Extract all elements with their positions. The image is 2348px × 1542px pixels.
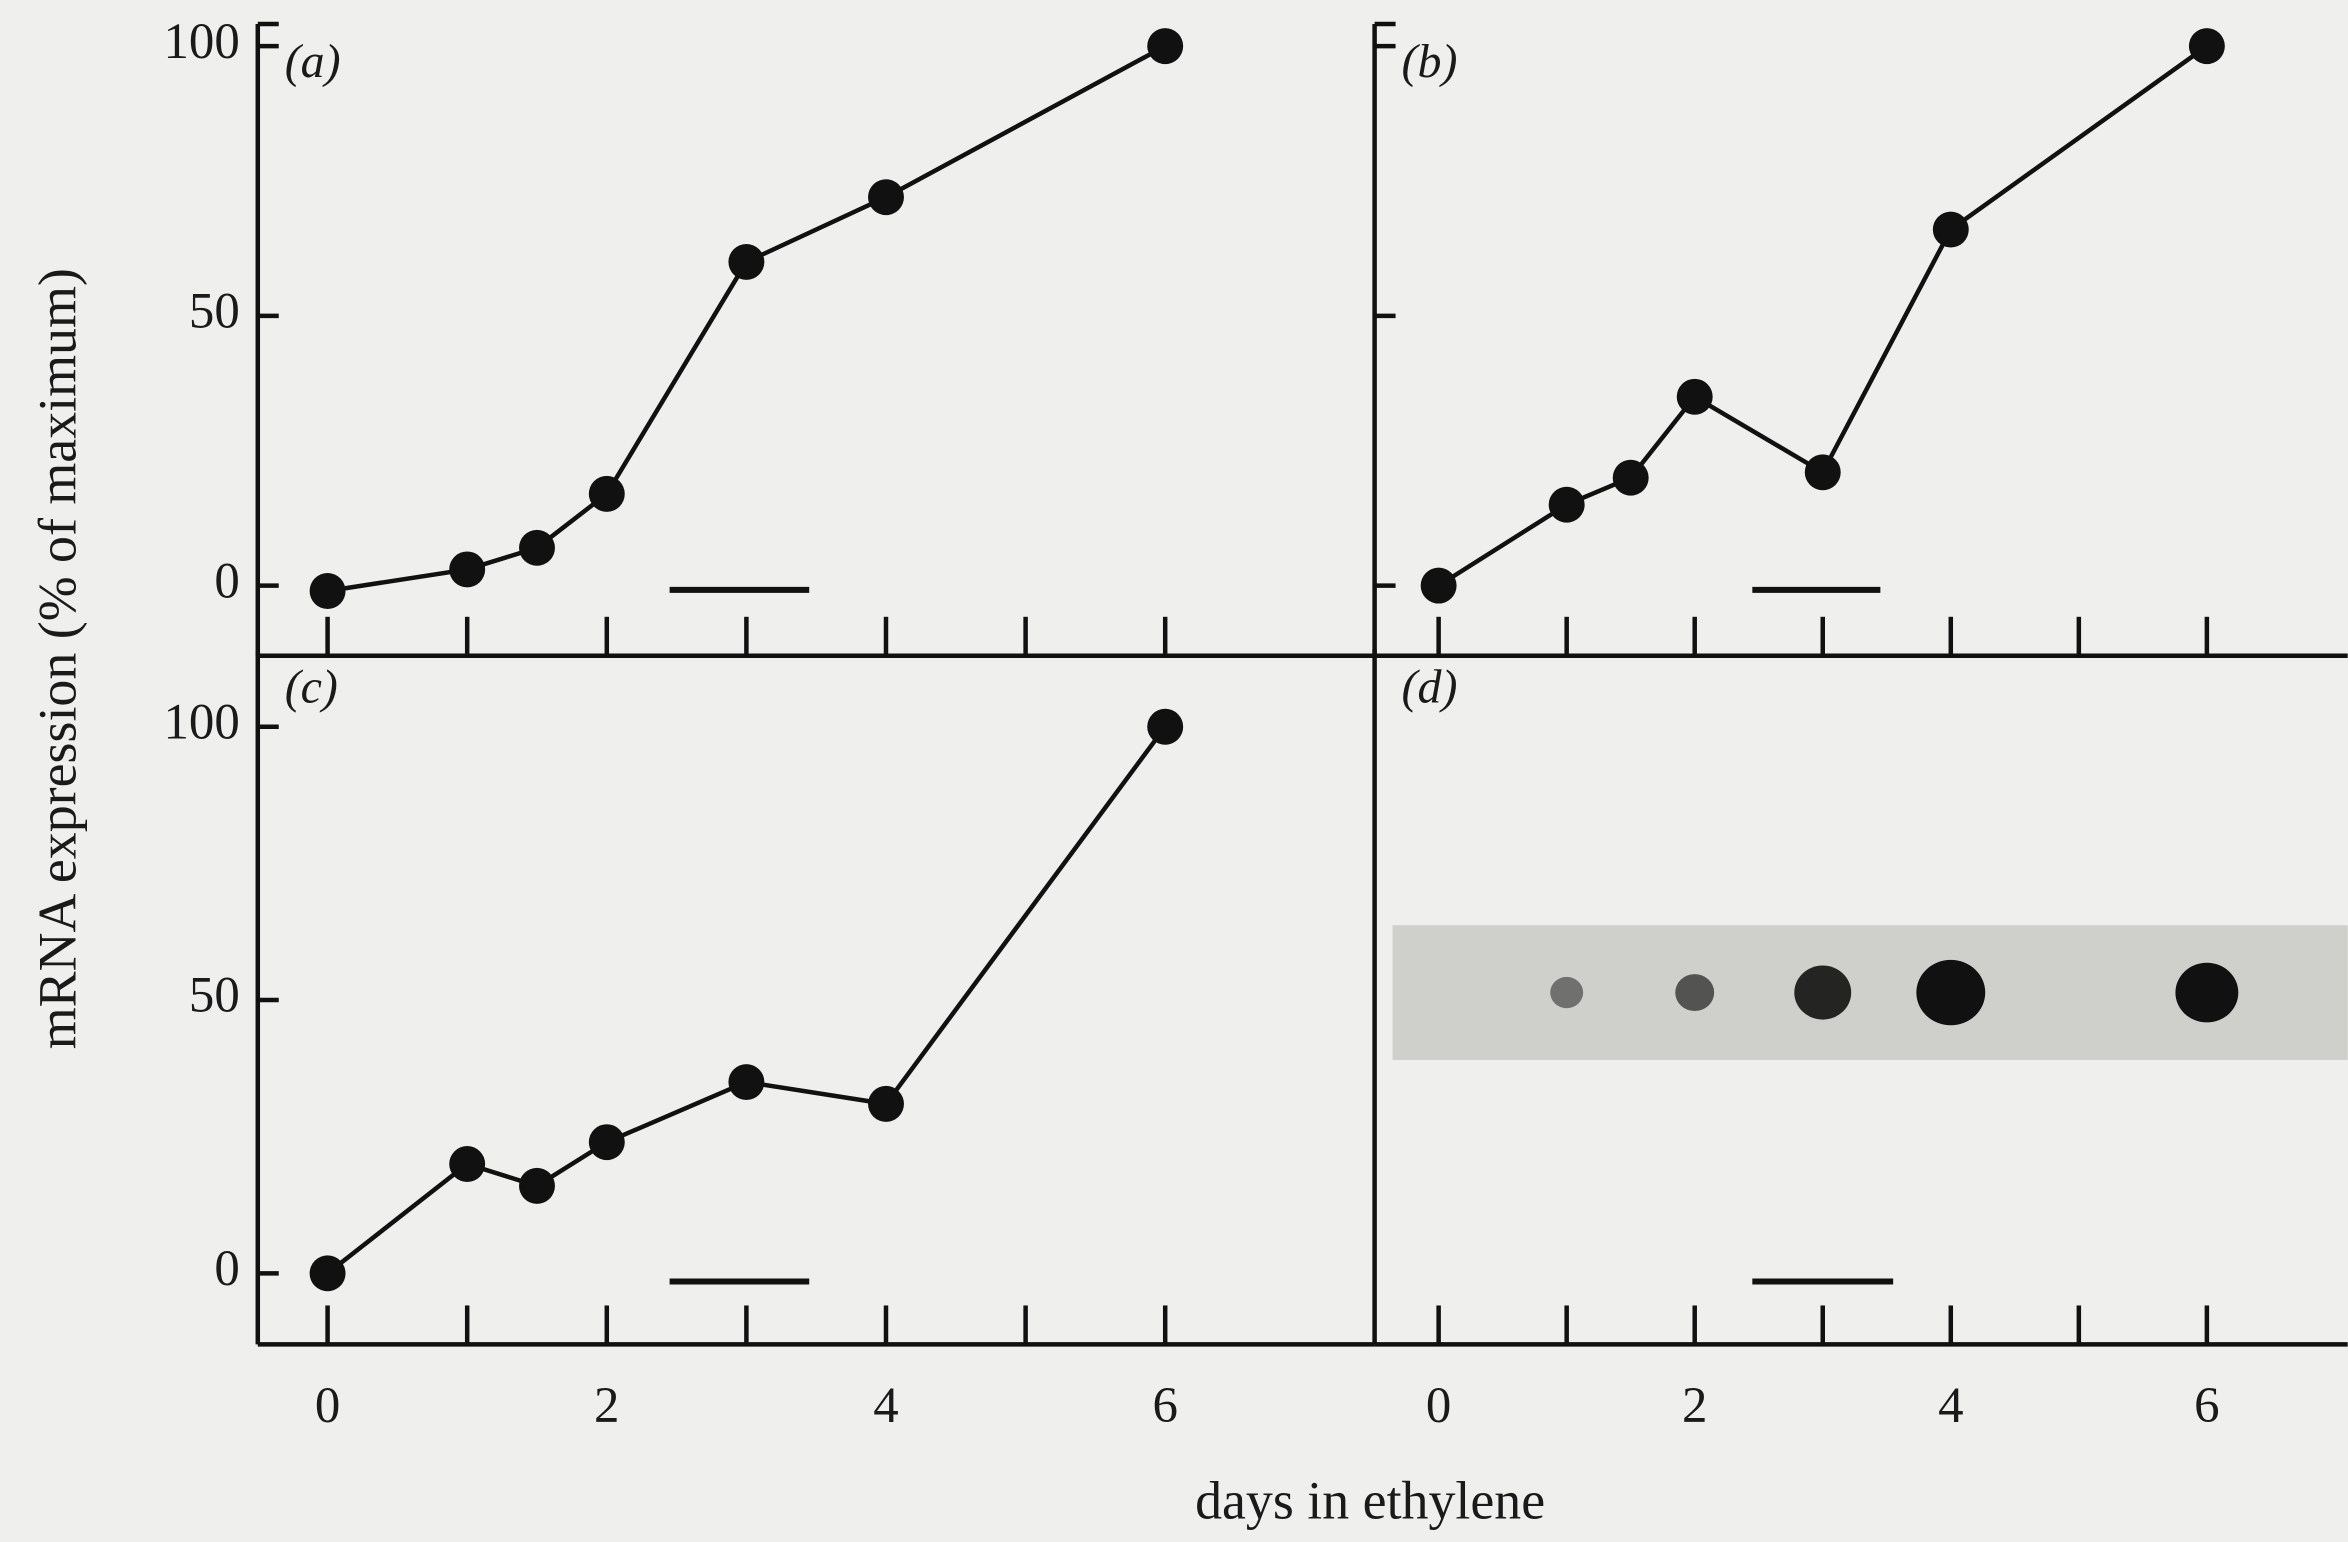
series-line bbox=[328, 727, 1166, 1274]
y-tick-label: 50 bbox=[189, 284, 240, 340]
x-tick-label: 4 bbox=[873, 1378, 898, 1434]
blot-spot bbox=[1675, 974, 1714, 1011]
x-tick-label: 6 bbox=[2194, 1378, 2219, 1434]
data-point bbox=[1549, 487, 1585, 523]
series-line bbox=[328, 46, 1166, 591]
x-tick-label: 0 bbox=[1426, 1378, 1451, 1434]
data-point bbox=[1147, 28, 1183, 64]
panel-label: (a) bbox=[285, 35, 341, 88]
page: {"xlabel": "days in ethylene", "ylabel":… bbox=[0, 0, 2348, 1542]
data-point bbox=[868, 179, 904, 215]
x-tick-label: 6 bbox=[1152, 1378, 1177, 1434]
blot-spot bbox=[1794, 966, 1851, 1020]
y-tick-label: 100 bbox=[163, 14, 239, 70]
data-point bbox=[728, 1064, 764, 1100]
data-point bbox=[589, 476, 625, 512]
panel-label: (b) bbox=[1402, 35, 1458, 88]
data-point bbox=[1147, 709, 1183, 745]
x-tick-label: 0 bbox=[315, 1378, 340, 1434]
y-tick-label: 0 bbox=[214, 1241, 239, 1297]
data-point bbox=[1613, 460, 1649, 496]
panel-label: (c) bbox=[285, 661, 338, 714]
data-point bbox=[449, 551, 485, 587]
x-tick-label: 4 bbox=[1938, 1378, 1963, 1434]
y-tick-label: 50 bbox=[189, 968, 240, 1024]
data-point bbox=[1805, 454, 1841, 490]
data-point bbox=[310, 573, 346, 609]
blot-spot bbox=[1916, 960, 1985, 1025]
x-axis-label: days in ethylene bbox=[1195, 1470, 1545, 1530]
data-point bbox=[1677, 379, 1713, 415]
panel-label: (d) bbox=[1402, 661, 1458, 714]
data-point bbox=[589, 1124, 625, 1160]
data-point bbox=[519, 530, 555, 566]
data-point bbox=[2189, 28, 2225, 64]
data-point bbox=[519, 1168, 555, 1204]
data-point bbox=[868, 1086, 904, 1122]
x-tick-label: 2 bbox=[1682, 1378, 1707, 1434]
data-point bbox=[728, 244, 764, 280]
data-point bbox=[310, 1255, 346, 1291]
figure: days in ethylene mRNA expression (% of m… bbox=[0, 0, 2348, 1542]
blot-spot bbox=[2175, 963, 2238, 1023]
y-tick-label: 0 bbox=[214, 553, 239, 609]
data-point bbox=[449, 1146, 485, 1182]
blot-spot bbox=[1550, 977, 1583, 1008]
x-tick-label: 2 bbox=[594, 1378, 619, 1434]
data-point bbox=[1933, 212, 1969, 248]
y-tick-label: 100 bbox=[163, 694, 239, 750]
data-point bbox=[1421, 568, 1457, 604]
y-axis-label: mRNA expression (% of maximum) bbox=[28, 268, 88, 1049]
